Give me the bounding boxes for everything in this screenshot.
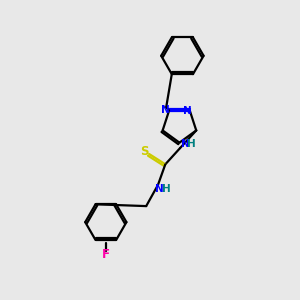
Text: N: N	[181, 139, 190, 149]
Text: H: H	[187, 139, 196, 149]
Text: N: N	[155, 184, 164, 194]
Text: H: H	[162, 184, 171, 194]
Text: N: N	[182, 106, 191, 116]
Text: F: F	[102, 248, 110, 261]
Text: N: N	[161, 105, 170, 115]
Text: S: S	[140, 145, 149, 158]
